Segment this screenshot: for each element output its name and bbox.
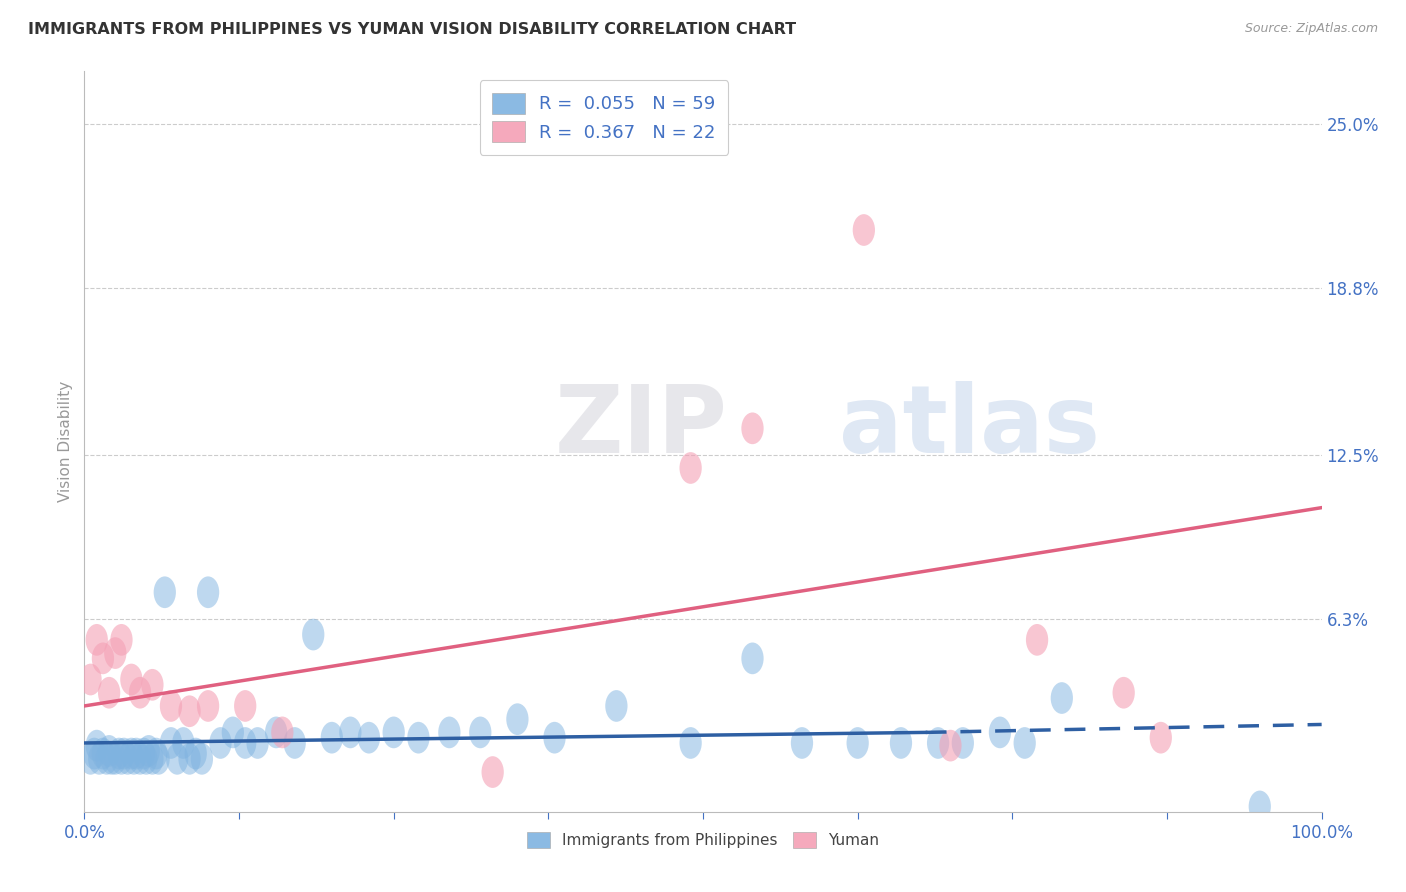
Ellipse shape	[122, 743, 145, 774]
Ellipse shape	[153, 576, 176, 608]
Ellipse shape	[302, 619, 325, 650]
Ellipse shape	[222, 716, 245, 748]
Ellipse shape	[86, 730, 108, 762]
Ellipse shape	[382, 716, 405, 748]
Ellipse shape	[339, 716, 361, 748]
Ellipse shape	[939, 730, 962, 762]
Ellipse shape	[233, 727, 256, 759]
Ellipse shape	[209, 727, 232, 759]
Ellipse shape	[172, 727, 194, 759]
Ellipse shape	[121, 738, 142, 770]
Ellipse shape	[927, 727, 949, 759]
Text: IMMIGRANTS FROM PHILIPPINES VS YUMAN VISION DISABILITY CORRELATION CHART: IMMIGRANTS FROM PHILIPPINES VS YUMAN VIS…	[28, 22, 796, 37]
Ellipse shape	[679, 727, 702, 759]
Ellipse shape	[98, 677, 121, 708]
Ellipse shape	[108, 738, 131, 770]
Ellipse shape	[91, 642, 114, 674]
Ellipse shape	[104, 743, 127, 774]
Ellipse shape	[1014, 727, 1036, 759]
Ellipse shape	[271, 716, 294, 748]
Ellipse shape	[357, 722, 380, 754]
Ellipse shape	[506, 703, 529, 735]
Ellipse shape	[110, 624, 132, 656]
Ellipse shape	[890, 727, 912, 759]
Ellipse shape	[233, 690, 256, 722]
Ellipse shape	[1026, 624, 1049, 656]
Ellipse shape	[197, 576, 219, 608]
Ellipse shape	[121, 664, 142, 696]
Ellipse shape	[160, 727, 183, 759]
Ellipse shape	[83, 738, 105, 770]
Ellipse shape	[141, 743, 163, 774]
Ellipse shape	[1050, 682, 1073, 714]
Ellipse shape	[160, 690, 183, 722]
Ellipse shape	[852, 214, 875, 246]
Ellipse shape	[1150, 722, 1173, 754]
Ellipse shape	[408, 722, 430, 754]
Ellipse shape	[117, 743, 139, 774]
Ellipse shape	[132, 738, 155, 770]
Text: Source: ZipAtlas.com: Source: ZipAtlas.com	[1244, 22, 1378, 36]
Ellipse shape	[91, 738, 114, 770]
Y-axis label: Vision Disability: Vision Disability	[58, 381, 73, 502]
Ellipse shape	[166, 743, 188, 774]
Ellipse shape	[179, 696, 201, 727]
Ellipse shape	[846, 727, 869, 759]
Ellipse shape	[179, 743, 201, 774]
Ellipse shape	[321, 722, 343, 754]
Ellipse shape	[129, 677, 152, 708]
Ellipse shape	[246, 727, 269, 759]
Ellipse shape	[197, 690, 219, 722]
Ellipse shape	[145, 738, 167, 770]
Ellipse shape	[470, 716, 492, 748]
Ellipse shape	[1249, 790, 1271, 822]
Ellipse shape	[79, 664, 101, 696]
Ellipse shape	[264, 716, 287, 748]
Ellipse shape	[138, 735, 160, 767]
Ellipse shape	[439, 716, 461, 748]
Text: ZIP: ZIP	[554, 381, 727, 473]
Ellipse shape	[112, 738, 135, 770]
Ellipse shape	[605, 690, 627, 722]
Ellipse shape	[104, 637, 127, 669]
Ellipse shape	[741, 642, 763, 674]
Ellipse shape	[184, 738, 207, 770]
Ellipse shape	[543, 722, 565, 754]
Ellipse shape	[110, 743, 132, 774]
Ellipse shape	[191, 743, 214, 774]
Ellipse shape	[988, 716, 1011, 748]
Ellipse shape	[125, 738, 148, 770]
Ellipse shape	[679, 452, 702, 483]
Ellipse shape	[96, 743, 118, 774]
Text: atlas: atlas	[839, 381, 1099, 473]
Ellipse shape	[98, 735, 121, 767]
Ellipse shape	[135, 743, 157, 774]
Ellipse shape	[86, 624, 108, 656]
Ellipse shape	[1112, 677, 1135, 708]
Ellipse shape	[100, 743, 122, 774]
Ellipse shape	[141, 669, 163, 701]
Ellipse shape	[89, 743, 110, 774]
Ellipse shape	[148, 743, 170, 774]
Ellipse shape	[481, 756, 503, 788]
Ellipse shape	[129, 743, 152, 774]
Legend: Immigrants from Philippines, Yuman: Immigrants from Philippines, Yuman	[519, 824, 887, 856]
Ellipse shape	[790, 727, 813, 759]
Ellipse shape	[79, 743, 101, 774]
Ellipse shape	[952, 727, 974, 759]
Ellipse shape	[284, 727, 307, 759]
Ellipse shape	[741, 412, 763, 444]
